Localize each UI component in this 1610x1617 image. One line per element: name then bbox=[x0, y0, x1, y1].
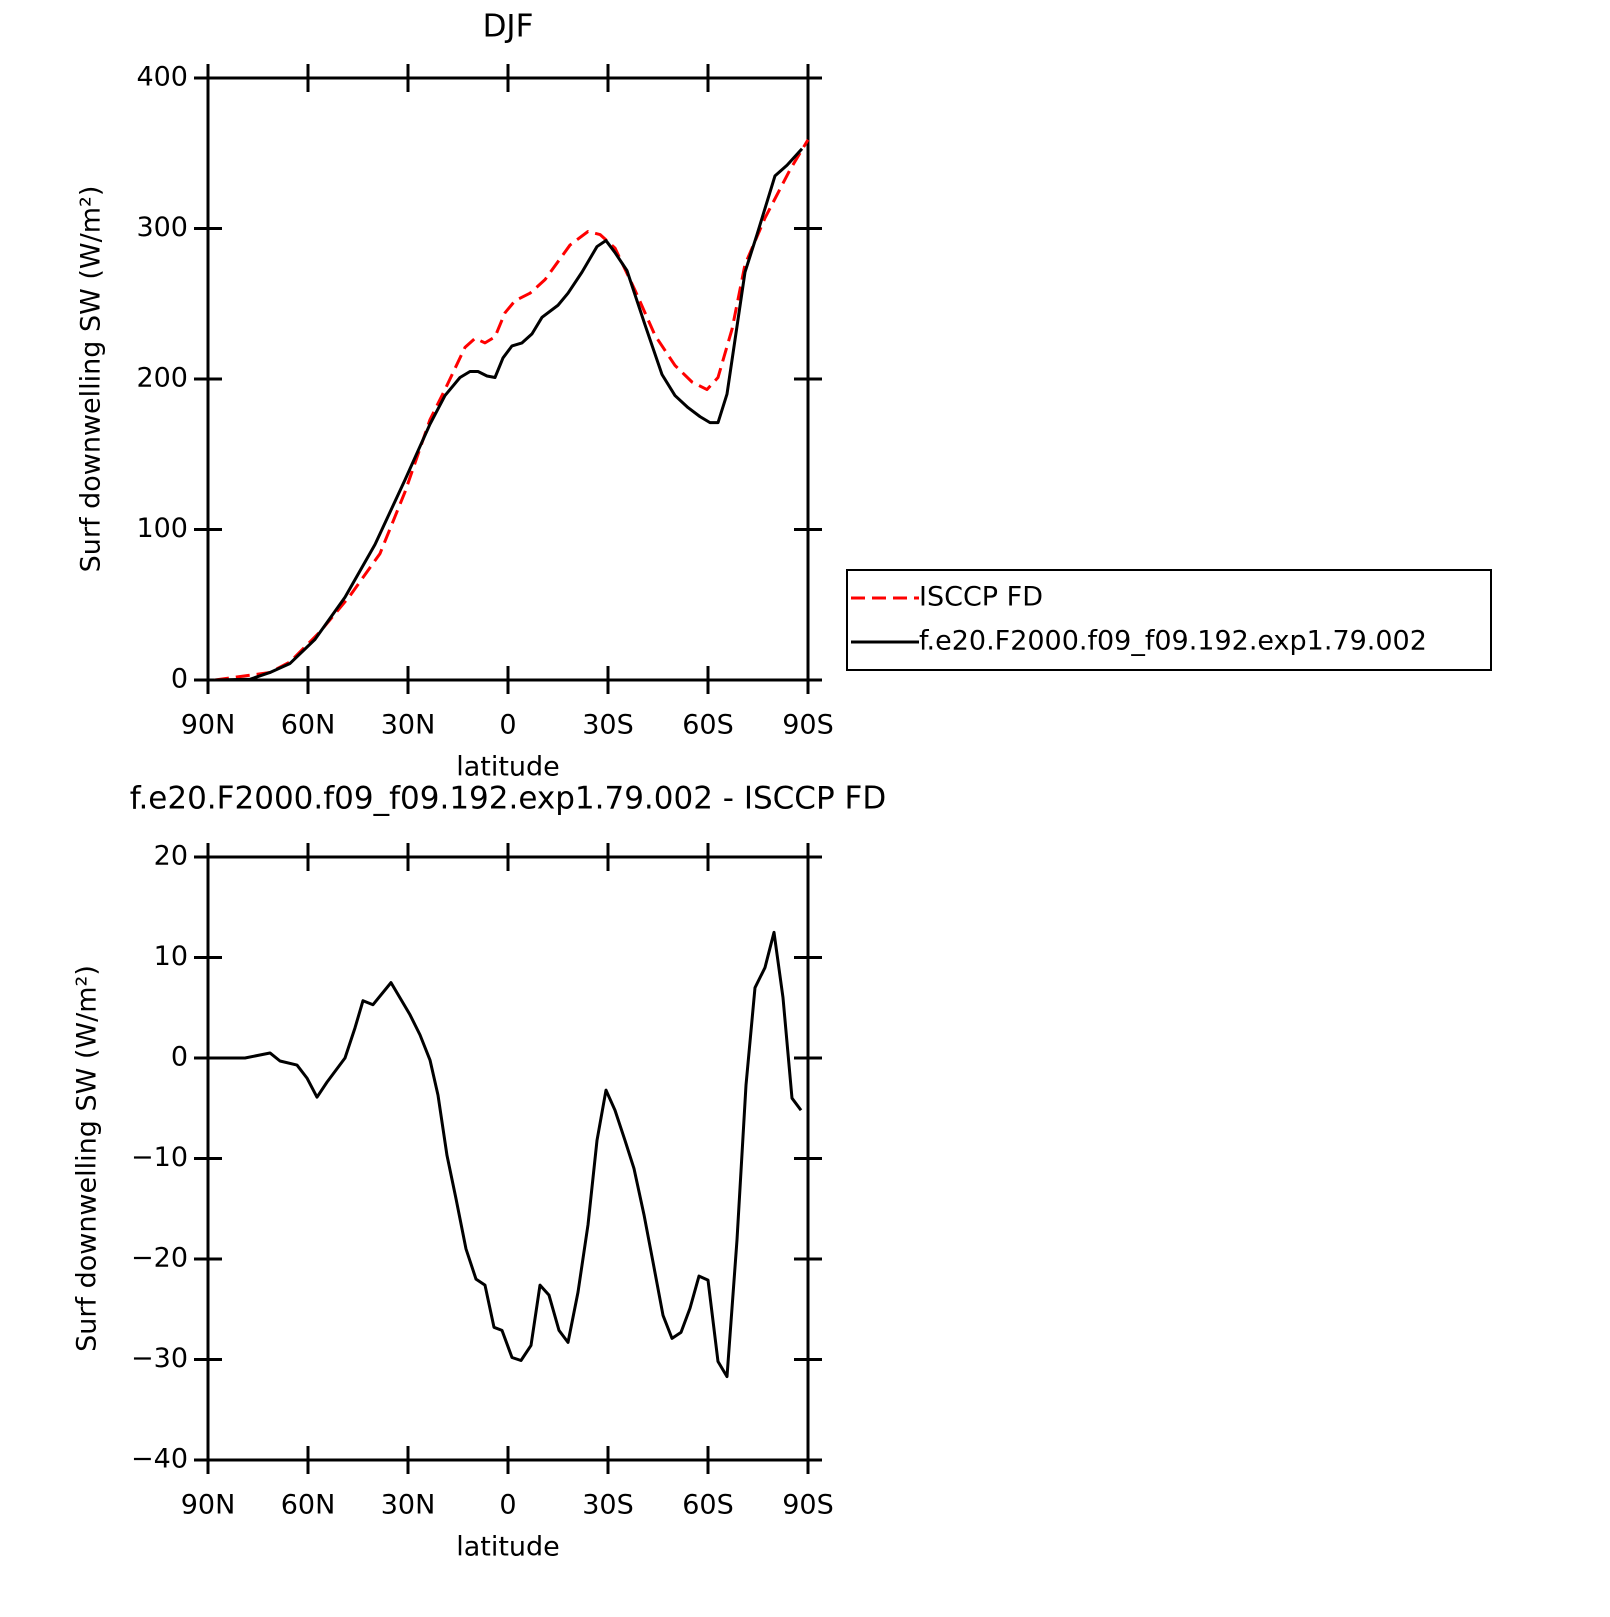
x-tick-label: 30S bbox=[582, 710, 634, 741]
x-tick-label: 60N bbox=[281, 710, 336, 741]
y-tick-label: −40 bbox=[131, 1444, 188, 1475]
x-axis-label: latitude bbox=[456, 752, 560, 783]
legend-box bbox=[846, 569, 1492, 671]
x-tick-label: 30N bbox=[381, 710, 436, 741]
y-tick-label: 20 bbox=[154, 841, 188, 872]
y-tick-label: 300 bbox=[136, 212, 188, 243]
chart-title: DJF bbox=[483, 9, 534, 45]
y-tick-label: 0 bbox=[171, 664, 188, 695]
x-tick-label: 60N bbox=[281, 1490, 336, 1521]
y-axis-label: Surf downwelling SW (W/m²) bbox=[76, 186, 107, 573]
y-tick-label: 0 bbox=[171, 1042, 188, 1073]
x-tick-label: 90S bbox=[782, 1490, 834, 1521]
y-tick-label: −10 bbox=[131, 1142, 188, 1173]
y-axis-label: Surf downwelling SW (W/m²) bbox=[72, 965, 103, 1352]
legend-label: ISCCP FD bbox=[919, 582, 1043, 613]
legend-label: f.e20.F2000.f09_f09.192.exp1.79.002 bbox=[919, 626, 1427, 657]
legend: ISCCP FD f.e20.F2000.f09_f09.192.exp1.79.… bbox=[846, 569, 1492, 671]
x-tick-label: 60S bbox=[682, 710, 734, 741]
y-tick-label: 200 bbox=[136, 363, 188, 394]
y-tick-label: 10 bbox=[154, 941, 188, 972]
x-tick-label: 0 bbox=[499, 710, 516, 741]
x-axis-label: latitude bbox=[456, 1532, 560, 1563]
y-tick-label: 400 bbox=[136, 62, 188, 93]
x-tick-label: 90N bbox=[181, 710, 236, 741]
x-tick-label: 30S bbox=[582, 1490, 634, 1521]
x-tick-label: 60S bbox=[682, 1490, 734, 1521]
chart-title: f.e20.F2000.f09_f09.192.exp1.79.002 - IS… bbox=[130, 781, 886, 817]
x-tick-label: 30N bbox=[381, 1490, 436, 1521]
y-tick-label: −20 bbox=[131, 1243, 188, 1274]
data-line bbox=[214, 147, 804, 682]
data-line bbox=[215, 930, 803, 1379]
x-tick-label: 90S bbox=[782, 710, 834, 741]
y-tick-label: 100 bbox=[136, 513, 188, 544]
data-line bbox=[214, 138, 810, 682]
x-tick-label: 0 bbox=[499, 1490, 516, 1521]
x-tick-label: 90N bbox=[181, 1490, 236, 1521]
y-tick-label: −30 bbox=[131, 1343, 188, 1374]
plot-frame bbox=[206, 855, 810, 1462]
